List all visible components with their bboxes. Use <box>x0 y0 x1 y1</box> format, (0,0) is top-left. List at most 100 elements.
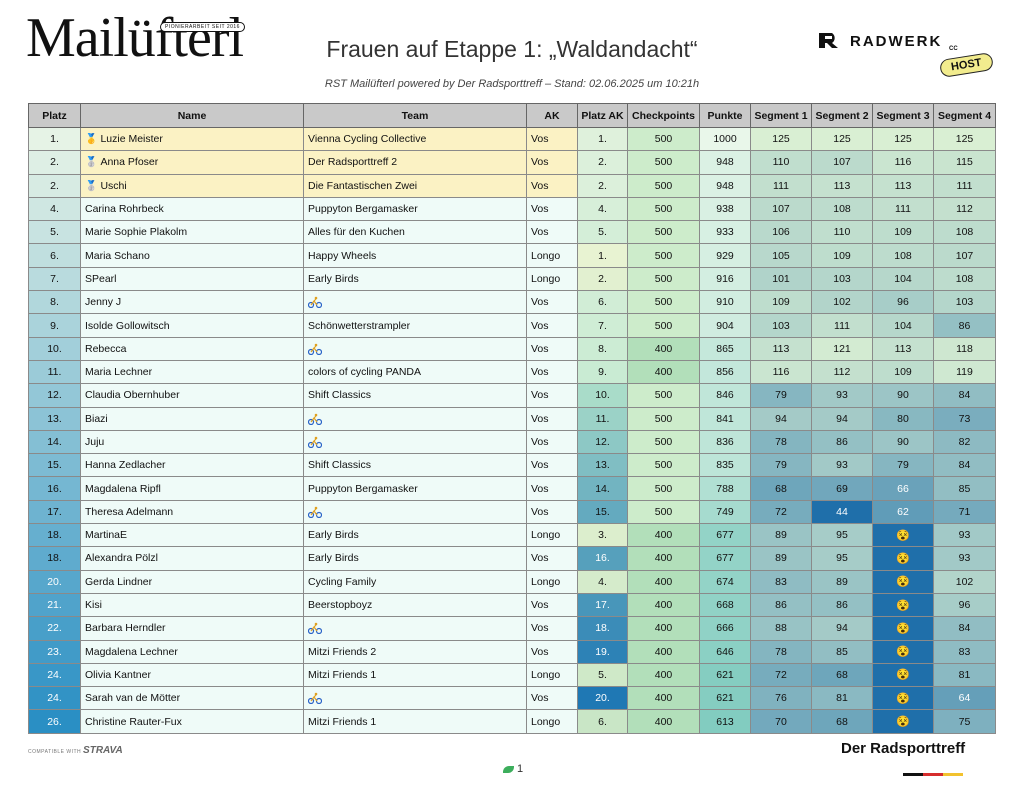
cell-text: 66 <box>897 482 909 495</box>
table-row[interactable]: 13. Biazi Vos 11. 500 841 94 94 80 73 <box>28 406 996 431</box>
checkpoints-cell: 500 <box>627 196 700 222</box>
platz-ak-cell: 8. <box>577 336 628 361</box>
segment-1-cell: 78 <box>750 639 812 664</box>
column-header-segment-1[interactable]: Segment 1 <box>750 103 812 128</box>
table-row[interactable]: 12. Claudia Obernhuber Shift Classics Vos 10… <box>28 383 996 408</box>
column-header-platz[interactable]: Platz <box>28 103 81 128</box>
column-header-segment-3[interactable]: Segment 3 <box>872 103 934 128</box>
cell-text: 788 <box>716 482 734 495</box>
ak-cell: Longo <box>526 523 578 548</box>
punkte-cell: 749 <box>699 499 751 525</box>
column-header-ak[interactable]: AK <box>526 103 578 128</box>
table-row[interactable]: 24. Sarah van de Mötter Vos 20. 400 621 76 81 😵 6… <box>28 686 996 711</box>
table-row[interactable]: 15. Hanna Zedlacher Shift Classics Vos 13. 50… <box>28 453 996 478</box>
table-row[interactable]: 23. Magdalena Lechner Mitzi Friends 2 Vos 19… <box>28 639 996 664</box>
cell-text: 81 <box>958 668 971 681</box>
punkte-cell: 677 <box>699 523 751 548</box>
table-row[interactable]: 22. Barbara Herndler Vos 18. 400 666 88 94 😵 84 <box>28 616 996 641</box>
cell-text: 68 <box>836 715 848 728</box>
table-row[interactable]: 7. SPearl Early Birds Longo 2. 500 916 101 103 10… <box>28 266 996 292</box>
segment-3-cell: 104 <box>872 313 934 338</box>
cell-text: 5. <box>50 226 59 239</box>
segment-4-cell: 83 <box>933 639 996 664</box>
checkpoints-cell: 400 <box>627 336 700 361</box>
cell-text: Vienna Cycling Collective <box>308 133 427 146</box>
checkpoints-cell: 400 <box>627 639 700 664</box>
table-row[interactable]: 2. 🥈 Anna Pfoser Der Radsporttreff 2 Vos 2. 50… <box>28 150 996 175</box>
cell-text: 500 <box>654 319 673 332</box>
column-header-segment-2[interactable]: Segment 2 <box>811 103 873 128</box>
cell-text: 93 <box>836 459 848 472</box>
table-row[interactable]: 2. 🥈 Uschi Die Fantastischen Zwei Vos 2. 500 94… <box>28 173 996 198</box>
page-number-value: 1 <box>517 763 524 775</box>
table-row[interactable]: 10. Rebecca Vos 8. 400 865 113 121 113 118 <box>28 336 996 361</box>
column-header-punkte[interactable]: Punkte <box>699 103 751 128</box>
cell-text: 500 <box>654 226 673 239</box>
table-row[interactable]: 11. Maria Lechner colors of cycling PANDA V… <box>28 359 996 385</box>
column-header-segment-4[interactable]: Segment 4 <box>933 103 996 128</box>
cell-text: 81 <box>836 692 848 705</box>
table-row[interactable]: 5. Marie Sophie Plakolm Alles für den Kuch… <box>28 220 996 245</box>
table-row[interactable]: 1. 🥇 Luzie Meister Vienna Cycling Collectiv… <box>28 126 996 152</box>
team-cell: Schönwetterstrampler <box>303 313 527 338</box>
segment-2-cell: 68 <box>811 662 873 688</box>
table-row[interactable]: 20. Gerda Lindner Cycling Family Longo 4. 400… <box>28 569 996 594</box>
name-cell: MartinaE <box>80 523 304 548</box>
table-row[interactable]: 18. Alexandra Pölzl Early Birds Vos 16. 400 67… <box>28 546 996 571</box>
cell-text: 68 <box>836 668 848 681</box>
cell-text: 94 <box>836 412 848 425</box>
column-header-platz-ak[interactable]: Platz AK <box>577 103 628 128</box>
cell-text: 13. <box>595 459 610 472</box>
cell-text: Longo <box>531 249 561 262</box>
cell-text: 2. <box>50 179 59 192</box>
checkpoints-cell: 500 <box>627 243 700 268</box>
cell-text: 5. <box>598 668 607 681</box>
column-header-name[interactable]: Name <box>80 103 304 128</box>
flag-stripe-2 <box>923 773 943 776</box>
cell-text: Vos <box>531 179 549 192</box>
punkte-cell: 674 <box>699 569 751 594</box>
punkte-cell: 948 <box>699 150 751 175</box>
segment-4-cell: 84 <box>933 383 996 408</box>
cell-text: 109 <box>833 249 851 262</box>
table-row[interactable]: 16. Magdalena Ripfl Puppyton Bergamasker Vo… <box>28 476 996 501</box>
cell-text: 13. <box>47 412 62 425</box>
table-row[interactable]: 26. Christine Rauter-Fux Mitzi Friends 1 Lo… <box>28 709 996 734</box>
cell-text: 1. <box>50 133 59 146</box>
table-header-row: Platz Name Team AK Platz AK Checkpoints Punkte… <box>28 103 996 128</box>
cell-text: 110 <box>772 156 790 169</box>
cell-text: Sarah van de Mötter <box>85 692 181 705</box>
table-row[interactable]: 4. Carina Rohrbeck Puppyton Bergamasker Vos… <box>28 196 996 222</box>
table-row[interactable]: 14. Juju Vos 12. 500 836 78 86 90 82 <box>28 429 996 455</box>
table-row[interactable]: 17. Theresa Adelmann Vos 15. 500 749 72 44 62 71 <box>28 499 996 525</box>
table-row[interactable]: 21. Kisi Beerstopboyz Vos 17. 400 668 86 86 😵 96 <box>28 592 996 618</box>
platz-ak-cell: 20. <box>577 686 628 711</box>
punkte-cell: 835 <box>699 453 751 478</box>
cell-text: 83 <box>958 645 971 658</box>
cell-text: Schönwetterstrampler <box>308 319 411 332</box>
cell-text: 11. <box>595 412 610 425</box>
name-cell: Claudia Obernhuber <box>80 383 304 408</box>
cell-text: Vos <box>531 622 549 635</box>
table-row[interactable]: 8. Jenny J Vos 6. 500 910 109 102 96 103 <box>28 290 996 315</box>
column-header-team[interactable]: Team <box>303 103 527 128</box>
table-row[interactable]: 6. Maria Schano Happy Wheels Longo 1. 500 929 1… <box>28 243 996 268</box>
cell-text: 108 <box>955 226 974 239</box>
table-row[interactable]: 18. MartinaE Early Birds Longo 3. 400 677 89 95 😵… <box>28 523 996 548</box>
dizzy-face-icon: 😵 <box>896 669 910 682</box>
table-row[interactable]: 24. Olivia Kantner Mitzi Friends 1 Longo 5. 4… <box>28 662 996 688</box>
cell-text: 1000 <box>713 133 737 146</box>
column-header-checkpoints[interactable]: Checkpoints <box>627 103 700 128</box>
cell-text: 23. <box>47 645 62 658</box>
team-cell: Mitzi Friends 1 <box>303 709 527 734</box>
cell-text: 621 <box>716 668 734 681</box>
punkte-cell: 836 <box>699 429 751 455</box>
segment-3-cell: 96 <box>872 290 934 315</box>
cell-text: 841 <box>716 412 734 425</box>
cell-text: 500 <box>654 272 673 285</box>
platz-ak-cell: 13. <box>577 453 628 478</box>
segment-1-cell: 110 <box>750 150 812 175</box>
segment-3-cell: 😵 <box>872 546 934 571</box>
cell-text: 910 <box>716 296 734 309</box>
table-row[interactable]: 9. Isolde Gollowitsch Schönwetterstrampler… <box>28 313 996 338</box>
